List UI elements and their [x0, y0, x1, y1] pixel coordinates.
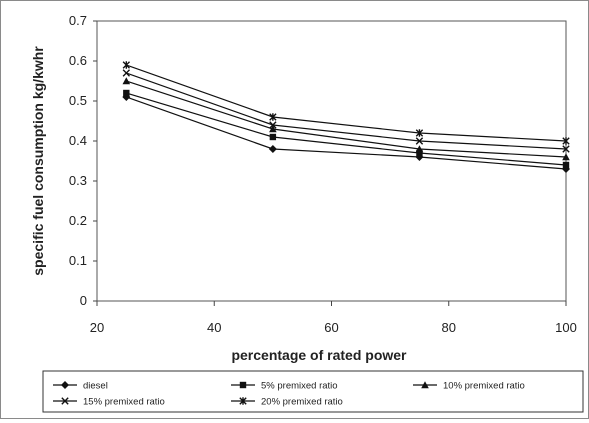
series-line — [126, 96, 567, 170]
series-5 — [122, 61, 570, 145]
plot-border — [96, 20, 567, 302]
x-axis-title: percentage of rated power — [231, 347, 407, 363]
x-tick-label: 60 — [324, 320, 338, 335]
series-4 — [122, 69, 570, 153]
data-point — [562, 161, 570, 169]
y-tick-label: 0.5 — [69, 93, 87, 108]
data-point — [269, 113, 277, 121]
data-point — [562, 137, 570, 145]
legend-label: 10% premixed ratio — [443, 381, 525, 392]
y-tick-label: 0 — [80, 293, 87, 308]
y-tick-label: 0.1 — [69, 253, 87, 268]
legend-box — [42, 370, 584, 413]
legend-marker — [239, 381, 247, 389]
plot-area — [96, 20, 567, 302]
data-point — [269, 125, 277, 133]
data-point — [415, 137, 424, 145]
y-axis-title: specific fuel consumption kg/kwhr — [30, 46, 46, 276]
y-axis: 0 0.1 0.2 0.3 0.4 0.5 0.6 0.7 — [69, 13, 97, 308]
series-line — [126, 80, 567, 158]
x-tick-label: 100 — [555, 320, 577, 335]
x-axis: 20 40 60 80 100 — [90, 301, 577, 335]
legend-item: diesel — [53, 381, 108, 392]
data-point — [122, 77, 131, 85]
data-point — [123, 89, 130, 97]
legend-marker — [421, 381, 429, 389]
data-point — [416, 149, 423, 157]
series-line — [126, 72, 567, 150]
data-point — [415, 129, 424, 137]
legend-item: 20% premixed ratio — [231, 397, 343, 408]
legend-marker — [61, 397, 69, 405]
series-layer — [122, 61, 570, 173]
series-line — [126, 92, 567, 166]
series-line — [126, 64, 567, 142]
x-tick-label: 20 — [90, 320, 104, 335]
x-tick-label: 40 — [207, 320, 221, 335]
data-point — [562, 145, 570, 153]
legend-item: 5% premixed ratio — [231, 381, 338, 392]
series-3 — [122, 77, 570, 161]
data-point — [562, 153, 570, 161]
legend-item: 10% premixed ratio — [413, 381, 525, 392]
data-point — [269, 121, 277, 129]
data-point — [269, 133, 277, 141]
data-point — [122, 69, 131, 77]
data-point — [268, 145, 277, 153]
x-tick-label: 80 — [442, 320, 456, 335]
data-point — [122, 61, 131, 69]
y-tick-label: 0.2 — [69, 213, 87, 228]
legend-label: 5% premixed ratio — [261, 381, 338, 392]
data-point — [415, 145, 424, 153]
y-tick-label: 0.7 — [69, 13, 87, 28]
legend: diesel 5% premixed ratio 10% premixed rati… — [42, 370, 584, 413]
y-tick-label: 0.4 — [69, 133, 87, 148]
legend-marker — [239, 397, 247, 405]
legend-label: diesel — [83, 381, 108, 392]
y-tick-label: 0.6 — [69, 53, 87, 68]
legend-label: 15% premixed ratio — [83, 397, 165, 408]
y-tick-label: 0.3 — [69, 173, 87, 188]
series-2 — [123, 89, 570, 169]
legend-item: 15% premixed ratio — [53, 397, 165, 408]
legend-label: 20% premixed ratio — [261, 397, 343, 408]
legend-marker — [61, 381, 69, 389]
